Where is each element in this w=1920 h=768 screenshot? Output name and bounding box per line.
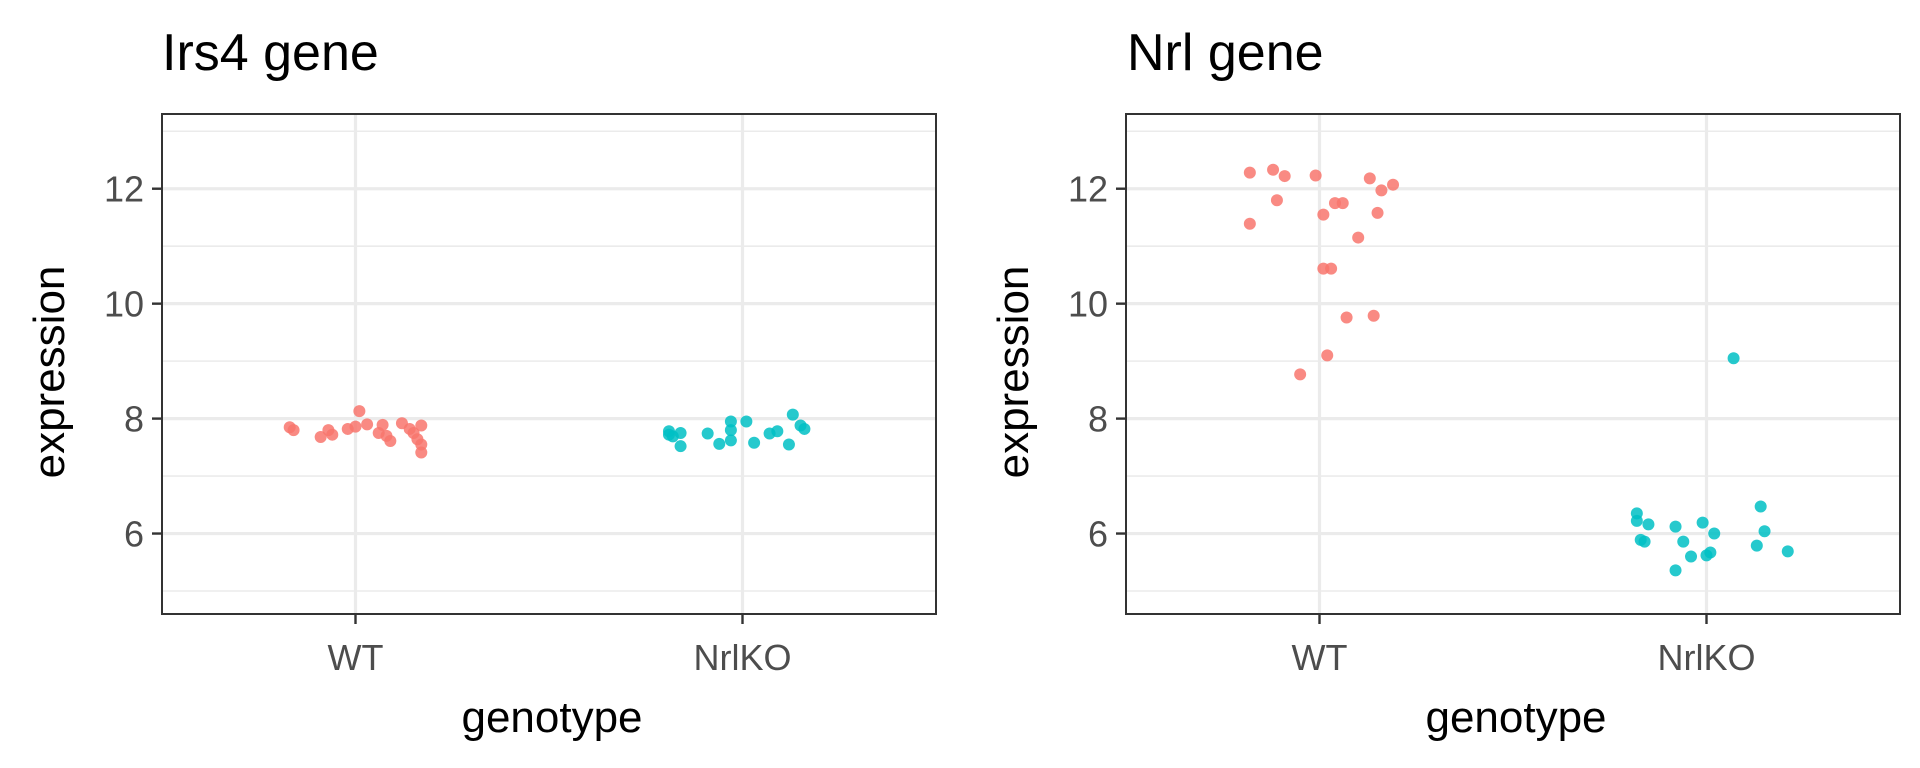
data-point xyxy=(1243,217,1256,230)
data-point xyxy=(353,405,366,418)
y-tick-label: 6 xyxy=(124,514,144,555)
data-point xyxy=(1371,206,1384,219)
data-point xyxy=(771,425,784,438)
x-axis: WT NrlKO xyxy=(1292,614,1756,678)
y-axis-label: expression xyxy=(989,266,1038,479)
data-point xyxy=(1270,194,1283,207)
y-tick-label: 12 xyxy=(1068,169,1108,210)
data-point xyxy=(724,424,737,437)
x-tick-label: WT xyxy=(328,637,384,678)
data-point xyxy=(1317,208,1330,221)
y-tick-label: 6 xyxy=(1088,514,1108,555)
x-tick-label: NrlKO xyxy=(694,637,792,678)
data-point xyxy=(1638,535,1651,548)
data-point xyxy=(1352,231,1365,244)
data-point xyxy=(1781,545,1794,558)
data-point xyxy=(701,427,714,440)
data-point xyxy=(748,436,761,449)
y-tick-label: 10 xyxy=(104,284,144,325)
data-point xyxy=(1669,564,1682,577)
data-point xyxy=(1696,516,1709,529)
data-point xyxy=(1642,518,1655,531)
x-tick-label: NrlKO xyxy=(1658,637,1756,678)
panel-border xyxy=(161,113,937,615)
data-point xyxy=(384,435,397,448)
plot-background xyxy=(1126,114,1900,614)
chart-title: Irs4 gene xyxy=(162,24,379,82)
y-tick-label: 8 xyxy=(124,399,144,440)
data-point xyxy=(1758,525,1771,538)
panel-border xyxy=(1125,113,1901,615)
data-point xyxy=(1750,539,1763,552)
data-point xyxy=(724,434,737,447)
data-point xyxy=(1685,550,1698,563)
data-point xyxy=(1336,197,1349,210)
data-point xyxy=(1278,170,1291,183)
data-point xyxy=(314,430,327,443)
data-point xyxy=(1367,309,1380,322)
data-point xyxy=(674,426,687,439)
data-point xyxy=(798,422,811,435)
chart-title: Nrl gene xyxy=(1127,24,1324,82)
plot-background xyxy=(162,114,936,614)
chart-panel-nrl: Nrl gene genotype expression 6 8 10 12 WT Nr… xyxy=(989,24,1901,742)
data-point xyxy=(1375,184,1388,197)
data-point xyxy=(1669,520,1682,533)
data-point xyxy=(1708,527,1721,540)
data-point xyxy=(1267,163,1280,176)
data-point xyxy=(1387,178,1400,191)
grid-lines xyxy=(162,114,936,614)
data-point xyxy=(361,418,374,431)
data-point xyxy=(1677,535,1690,548)
x-tick-label: WT xyxy=(1292,637,1348,678)
x-axis-label: genotype xyxy=(461,693,642,742)
data-point xyxy=(1340,311,1353,324)
y-axis: 6 8 10 12 xyxy=(104,169,162,555)
data-point xyxy=(415,446,428,459)
data-point xyxy=(674,440,687,453)
x-axis: WT NrlKO xyxy=(328,614,792,678)
data-point xyxy=(376,418,389,431)
data-point xyxy=(782,438,795,451)
y-tick-label: 8 xyxy=(1088,399,1108,440)
data-point xyxy=(740,415,753,428)
x-axis-label: genotype xyxy=(1425,693,1606,742)
data-point xyxy=(349,420,362,433)
data-point xyxy=(1325,262,1338,275)
grid-lines xyxy=(1126,114,1900,614)
data-point xyxy=(1309,169,1322,182)
y-axis-label: expression xyxy=(25,266,74,479)
data-point xyxy=(1321,349,1334,362)
data-point xyxy=(415,419,428,432)
data-point xyxy=(1704,546,1717,559)
data-point xyxy=(1754,500,1767,513)
y-axis: 6 8 10 12 xyxy=(1068,169,1126,555)
data-point xyxy=(1294,368,1307,381)
y-tick-label: 10 xyxy=(1068,284,1108,325)
data-point xyxy=(786,408,799,421)
data-points xyxy=(1243,163,1794,577)
data-point xyxy=(1243,166,1256,179)
data-point xyxy=(724,415,737,428)
data-point xyxy=(287,424,300,437)
y-tick-label: 12 xyxy=(104,169,144,210)
chart-panel-irs4: Irs4 gene genotype expression 6 8 10 12 WT N… xyxy=(25,24,937,742)
data-point xyxy=(326,428,339,441)
data-point xyxy=(1727,352,1740,365)
data-point xyxy=(1363,172,1376,185)
data-point xyxy=(1630,514,1643,527)
data-points xyxy=(283,405,811,459)
data-point xyxy=(713,437,726,450)
